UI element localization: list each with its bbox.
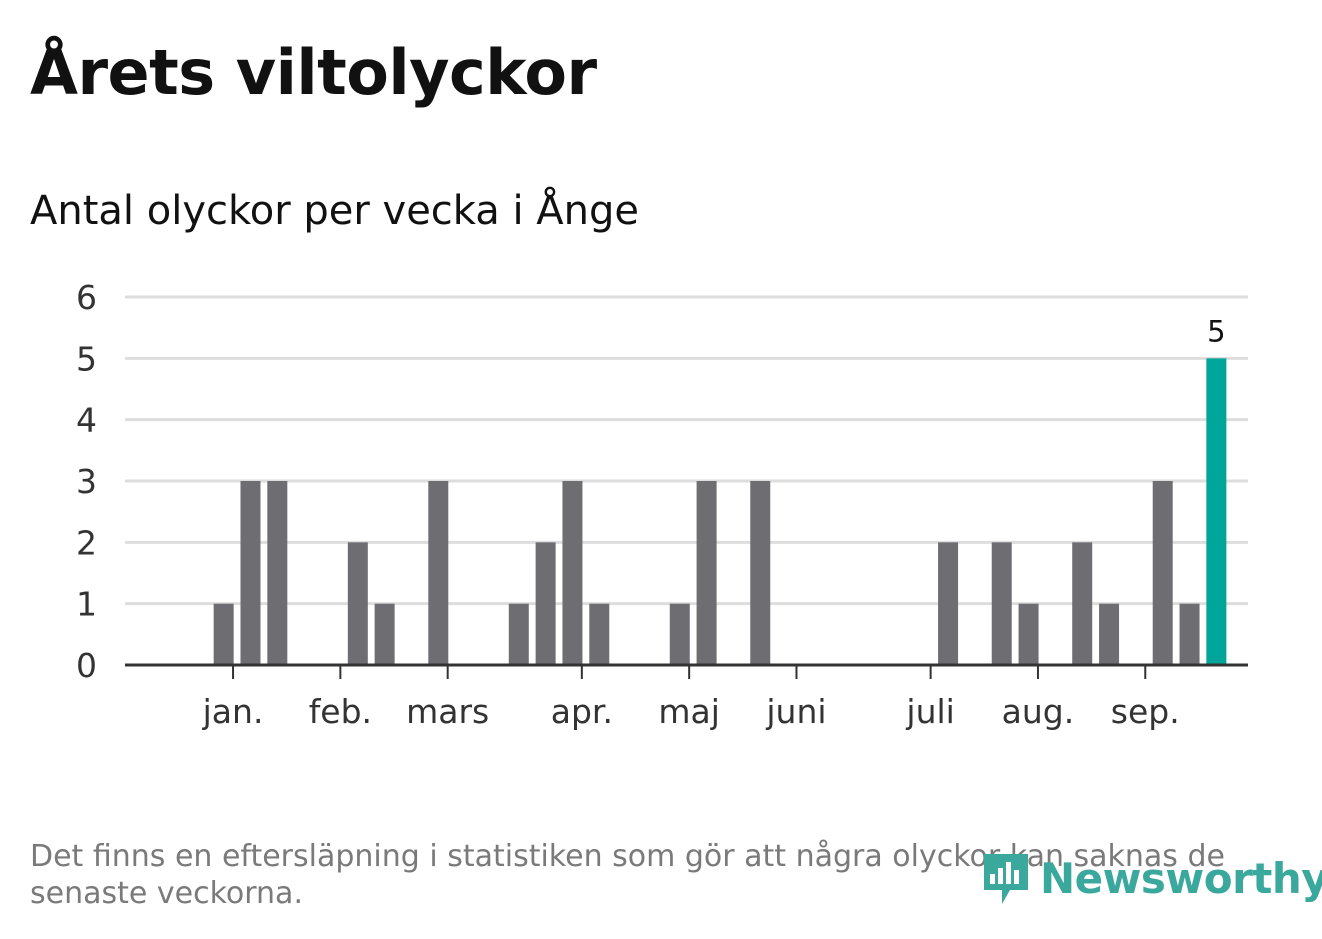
y-tick-label: 3 xyxy=(76,462,97,501)
bar xyxy=(535,542,556,665)
bar xyxy=(374,603,395,665)
x-axis-ticks: jan. feb. mars apr. maj juni juli aug. sep. xyxy=(202,665,1180,731)
y-tick-label: 4 xyxy=(76,401,97,440)
x-tick-label: feb. xyxy=(309,692,372,731)
bars xyxy=(213,358,1227,665)
data-label: 5 xyxy=(1207,314,1225,348)
newsworthy-logo-text: Newsworthy xyxy=(1040,853,1322,903)
y-tick-label: 1 xyxy=(76,585,97,624)
y-tick-label: 2 xyxy=(76,523,97,562)
x-tick-label: jan. xyxy=(202,692,264,731)
bar xyxy=(428,481,449,665)
y-tick-label: 6 xyxy=(76,278,97,317)
y-axis-ticks: 0 1 2 3 4 5 6 xyxy=(76,278,97,685)
newsworthy-logo: Newsworthy xyxy=(980,846,1322,910)
bar xyxy=(347,542,368,665)
bar xyxy=(1152,481,1173,665)
bar xyxy=(508,603,529,665)
x-tick-label: juni xyxy=(765,692,826,731)
bar xyxy=(750,481,771,665)
bar xyxy=(1072,542,1093,665)
bar xyxy=(589,603,610,665)
y-tick-label: 5 xyxy=(76,339,97,378)
x-tick-label: sep. xyxy=(1111,692,1180,731)
bar xyxy=(696,481,717,665)
chart-subtitle: Antal olyckor per vecka i Ånge xyxy=(30,188,640,234)
bar xyxy=(240,481,261,665)
x-tick-label: mars xyxy=(406,692,489,731)
bar xyxy=(1179,603,1200,665)
bar xyxy=(669,603,690,665)
bar-chart: 0 1 2 3 4 5 6 jan. feb. mars apr. maj juni juli aug. s… xyxy=(76,278,1248,731)
bar xyxy=(562,481,583,665)
x-tick-label: aug. xyxy=(1002,692,1075,731)
bar-highlight xyxy=(1206,358,1227,665)
bar xyxy=(991,542,1012,665)
x-tick-label: maj xyxy=(658,692,720,731)
bar xyxy=(1099,603,1120,665)
x-tick-label: apr. xyxy=(551,692,613,731)
bar xyxy=(213,603,234,665)
newsworthy-logo-icon xyxy=(984,854,1028,904)
bar xyxy=(267,481,288,665)
y-tick-label: 0 xyxy=(76,646,97,685)
chart-title: Årets viltolyckor xyxy=(30,36,597,109)
x-tick-label: juli xyxy=(905,692,954,731)
bar xyxy=(938,542,959,665)
bar xyxy=(1018,603,1039,665)
data-labels: 5 xyxy=(1207,314,1225,348)
